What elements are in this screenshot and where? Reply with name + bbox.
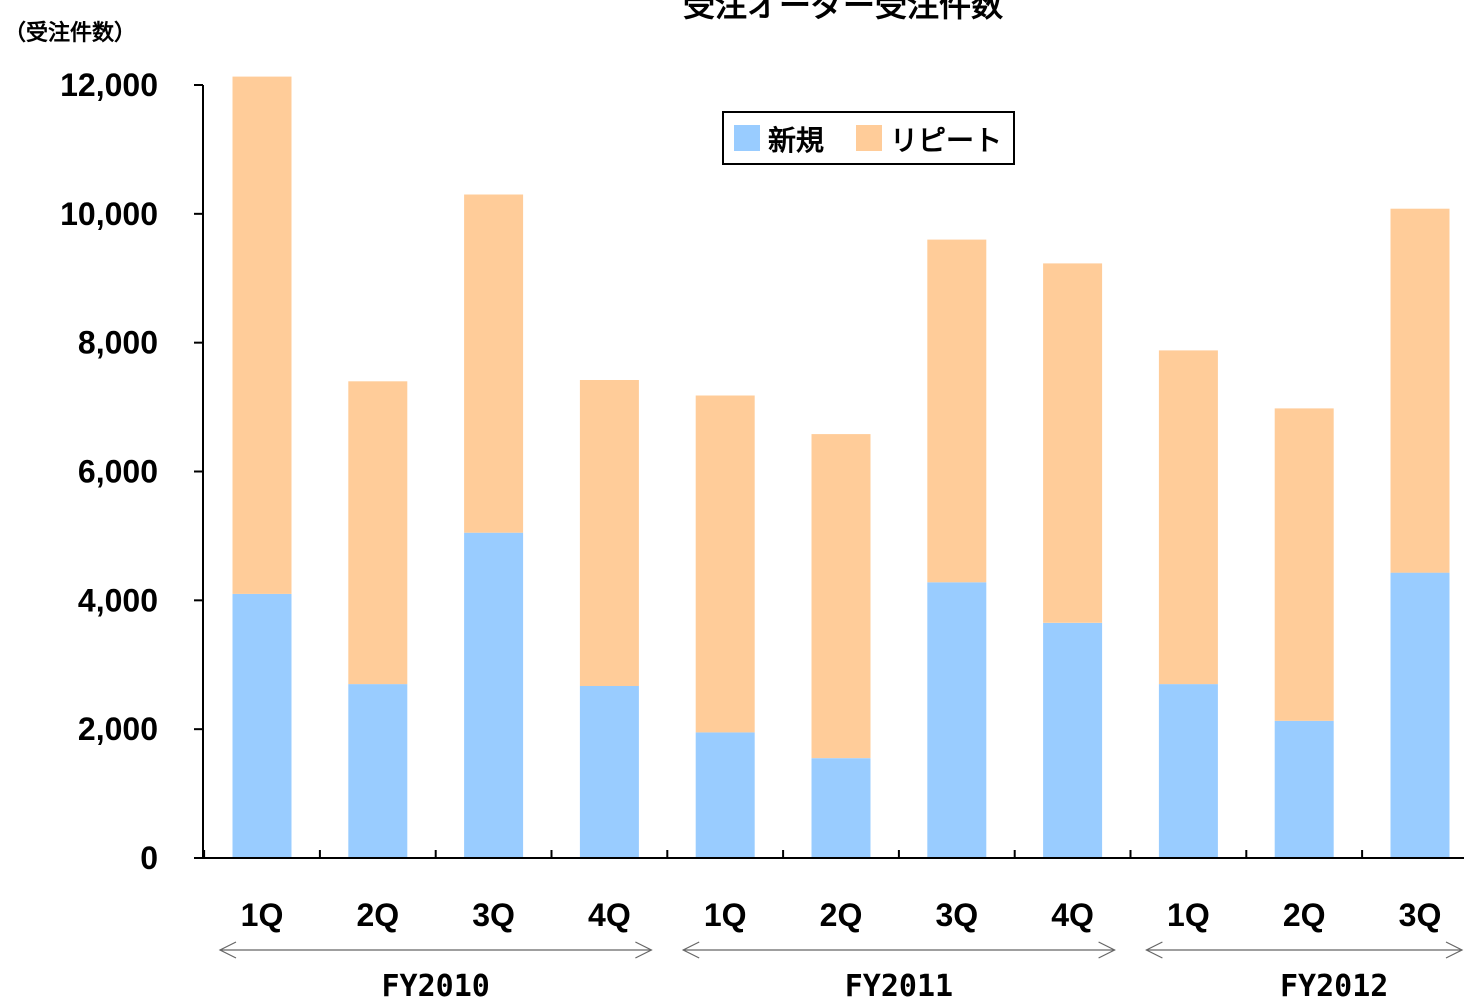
bar-series1-7 — [927, 582, 987, 858]
x-tick-label: 4Q — [1051, 897, 1094, 933]
bar-series2-5 — [695, 395, 755, 733]
bar-series1-11 — [1390, 572, 1450, 858]
bar-series1-4 — [579, 686, 639, 858]
axes-layer — [194, 84, 1464, 859]
bar-series2-8 — [1043, 263, 1103, 623]
y-tick-label: 12,000 — [60, 67, 158, 103]
x-tick-label: 3Q — [472, 897, 515, 933]
x-tick-label: 1Q — [1167, 897, 1210, 933]
bar-series2-11 — [1390, 208, 1450, 573]
bar-series1-6 — [811, 758, 871, 858]
y-tick-labels: 0 2,000 4,000 6,000 8,000 10,000 12,000 — [60, 67, 158, 876]
bars-layer — [232, 76, 1450, 858]
y-tick-label: 6,000 — [78, 454, 158, 490]
bar-series1-9 — [1158, 684, 1218, 858]
group-arrow-right-head — [635, 941, 653, 959]
group-arrow-right-head — [1445, 941, 1464, 959]
fiscal-year-groups: FY2010 FY2011 FY2012 — [218, 941, 1464, 1003]
bar-series2-1 — [232, 76, 292, 594]
bar-series2-10 — [1274, 408, 1334, 721]
y-tick-label: 0 — [140, 840, 158, 876]
bar-series1-3 — [464, 532, 524, 858]
bar-series1-8 — [1043, 622, 1103, 858]
bar-series1-10 — [1274, 720, 1334, 858]
legend-label: リピート — [890, 124, 1002, 157]
x-tick-labels: 1Q 2Q 3Q 4Q 1Q 2Q 3Q 4Q 1Q 2Q 3Q — [241, 897, 1442, 933]
x-tick-label: 3Q — [935, 897, 978, 933]
group-arrow-left-head — [681, 941, 700, 959]
x-tick-label: 1Q — [704, 897, 747, 933]
bar-series1-1 — [232, 593, 292, 858]
bar-series2-2 — [348, 381, 408, 685]
x-tick-label: 4Q — [588, 897, 631, 933]
y-tick-label: 2,000 — [78, 711, 158, 747]
y-tick-label: 10,000 — [60, 196, 158, 232]
y-tick-label: 4,000 — [78, 582, 158, 618]
legend-swatch — [856, 125, 882, 151]
group-arrow-right-head — [1098, 941, 1116, 959]
y-tick-label: 8,000 — [78, 325, 158, 361]
y-axis-unit-label: （受注件数） — [4, 20, 136, 46]
x-tick-label: 2Q — [1283, 897, 1326, 933]
bar-series2-3 — [464, 194, 524, 533]
bar-series1-2 — [348, 684, 408, 858]
x-tick-label: 2Q — [820, 897, 863, 933]
group-label: FY2011 — [845, 969, 953, 1003]
group-label: FY2012 — [1280, 969, 1388, 1003]
group-arrow-left-head — [1145, 941, 1163, 959]
chart-title: 受注オーダー受注件数 — [683, 0, 1004, 24]
x-tick-label: 3Q — [1399, 897, 1442, 933]
bar-series2-9 — [1158, 350, 1218, 685]
x-tick-label: 2Q — [356, 897, 399, 933]
bar-series2-7 — [927, 239, 987, 583]
legend: 新規 リピート — [722, 111, 1015, 165]
x-tick-label: 1Q — [241, 897, 284, 933]
group-label: FY2010 — [382, 969, 490, 1003]
legend-swatch — [734, 125, 760, 151]
bar-series2-6 — [811, 434, 871, 759]
bar-series1-5 — [695, 732, 755, 858]
group-arrow-left-head — [218, 941, 237, 959]
bar-series2-4 — [579, 380, 639, 686]
legend-label: 新規 — [768, 124, 824, 157]
